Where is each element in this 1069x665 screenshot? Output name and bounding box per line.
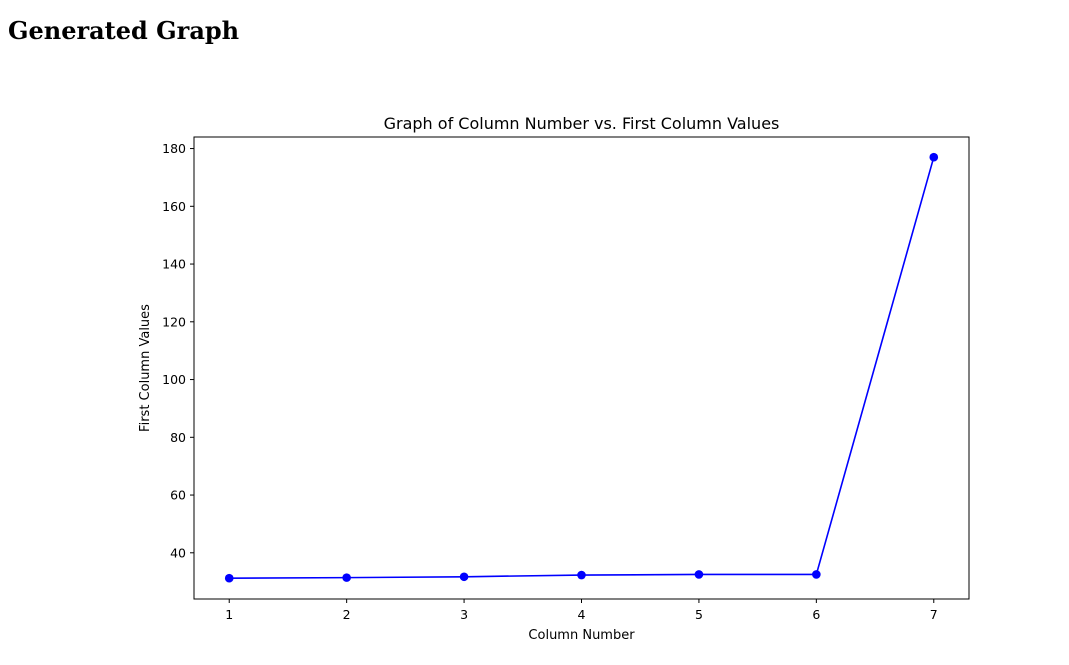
- y-tick-label: 100: [162, 372, 186, 387]
- x-axis-label: Column Number: [528, 628, 635, 643]
- data-point-marker: [342, 573, 351, 582]
- page-title: Generated Graph: [8, 16, 240, 45]
- data-point-marker: [224, 573, 234, 583]
- x-tick-label: 2: [343, 607, 351, 622]
- chart-title: Graph of Column Number vs. First Column …: [384, 114, 780, 133]
- data-point-marker: [577, 570, 586, 580]
- x-tick-label: 5: [695, 607, 703, 622]
- y-tick-label: 160: [162, 199, 186, 214]
- data-point-marker: [929, 152, 939, 162]
- x-tick-label: 6: [812, 607, 820, 622]
- plot-area-frame: [193, 136, 970, 600]
- y-tick-label: 120: [162, 314, 186, 329]
- y-tick-label: 80: [170, 430, 186, 445]
- x-tick-label: 3: [460, 607, 468, 622]
- y-axis-label: First Column Values: [138, 304, 153, 432]
- y-tick-label: 180: [162, 141, 186, 156]
- x-tick-label: 1: [225, 607, 233, 622]
- x-tick-label: 4: [578, 607, 586, 622]
- y-tick-label: 140: [162, 257, 186, 272]
- data-point-marker: [812, 570, 821, 579]
- data-point-marker: [459, 572, 469, 582]
- y-tick-label: 40: [170, 545, 186, 560]
- data-point-marker: [694, 570, 704, 579]
- y-tick-label: 60: [170, 488, 186, 503]
- series-line: [229, 156, 935, 580]
- x-tick-label: 7: [930, 607, 938, 622]
